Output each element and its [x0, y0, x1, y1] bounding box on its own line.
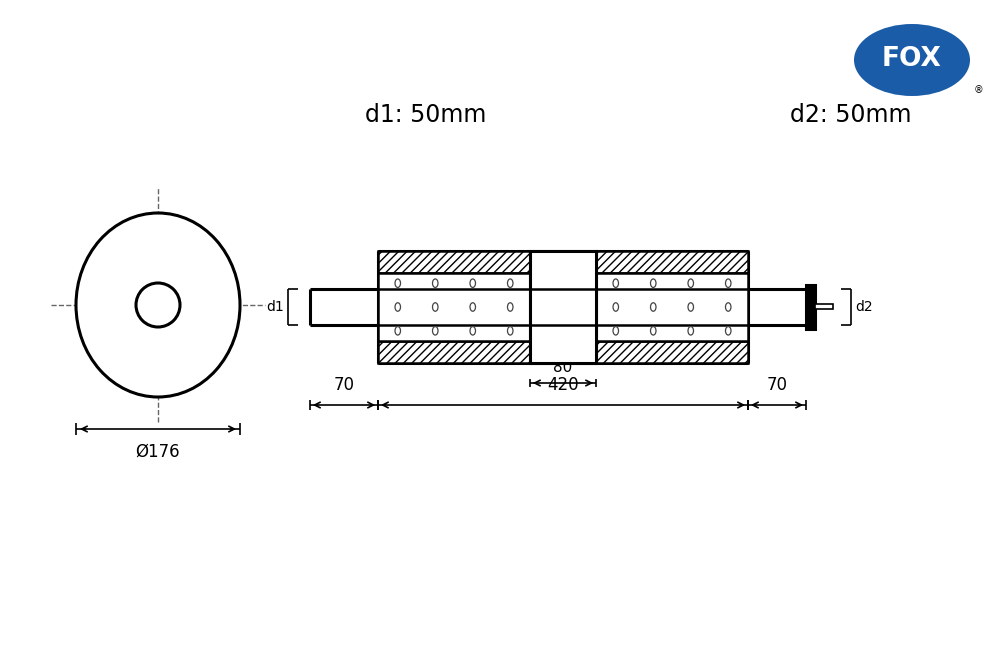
Ellipse shape — [688, 303, 693, 312]
Ellipse shape — [725, 279, 731, 288]
Ellipse shape — [688, 279, 693, 288]
Bar — [378, 251, 530, 273]
Ellipse shape — [725, 303, 731, 312]
Bar — [596, 341, 748, 363]
Text: 80: 80 — [553, 360, 573, 375]
Text: ®: ® — [974, 85, 984, 95]
Ellipse shape — [395, 303, 401, 312]
Text: d2: 50mm: d2: 50mm — [790, 103, 912, 127]
Ellipse shape — [651, 303, 656, 312]
Bar — [806, 285, 815, 329]
Ellipse shape — [651, 326, 656, 335]
Ellipse shape — [470, 326, 475, 335]
Text: d2: d2 — [855, 300, 873, 314]
Ellipse shape — [613, 326, 619, 335]
Text: Ø176: Ø176 — [136, 443, 180, 461]
Bar — [596, 273, 748, 341]
Ellipse shape — [688, 326, 693, 335]
Bar — [596, 251, 748, 273]
Ellipse shape — [507, 303, 513, 312]
Ellipse shape — [433, 326, 438, 335]
Text: d1: 50mm: d1: 50mm — [365, 103, 486, 127]
Ellipse shape — [854, 24, 970, 96]
Ellipse shape — [613, 279, 619, 288]
Bar — [815, 304, 833, 309]
Ellipse shape — [613, 303, 619, 312]
Ellipse shape — [470, 279, 475, 288]
Ellipse shape — [433, 303, 438, 312]
Ellipse shape — [507, 279, 513, 288]
Text: FOX: FOX — [882, 46, 942, 72]
Ellipse shape — [395, 279, 401, 288]
Bar — [530, 251, 596, 363]
Text: 70: 70 — [334, 376, 354, 394]
Ellipse shape — [76, 213, 240, 397]
Text: d1: d1 — [266, 300, 284, 314]
Ellipse shape — [725, 326, 731, 335]
Ellipse shape — [651, 279, 656, 288]
Ellipse shape — [433, 279, 438, 288]
Ellipse shape — [507, 326, 513, 335]
Bar — [378, 341, 530, 363]
Ellipse shape — [470, 303, 475, 312]
Text: 420: 420 — [547, 376, 579, 394]
Ellipse shape — [395, 326, 401, 335]
Bar — [378, 273, 530, 341]
Text: 70: 70 — [767, 376, 788, 394]
Circle shape — [136, 283, 180, 327]
